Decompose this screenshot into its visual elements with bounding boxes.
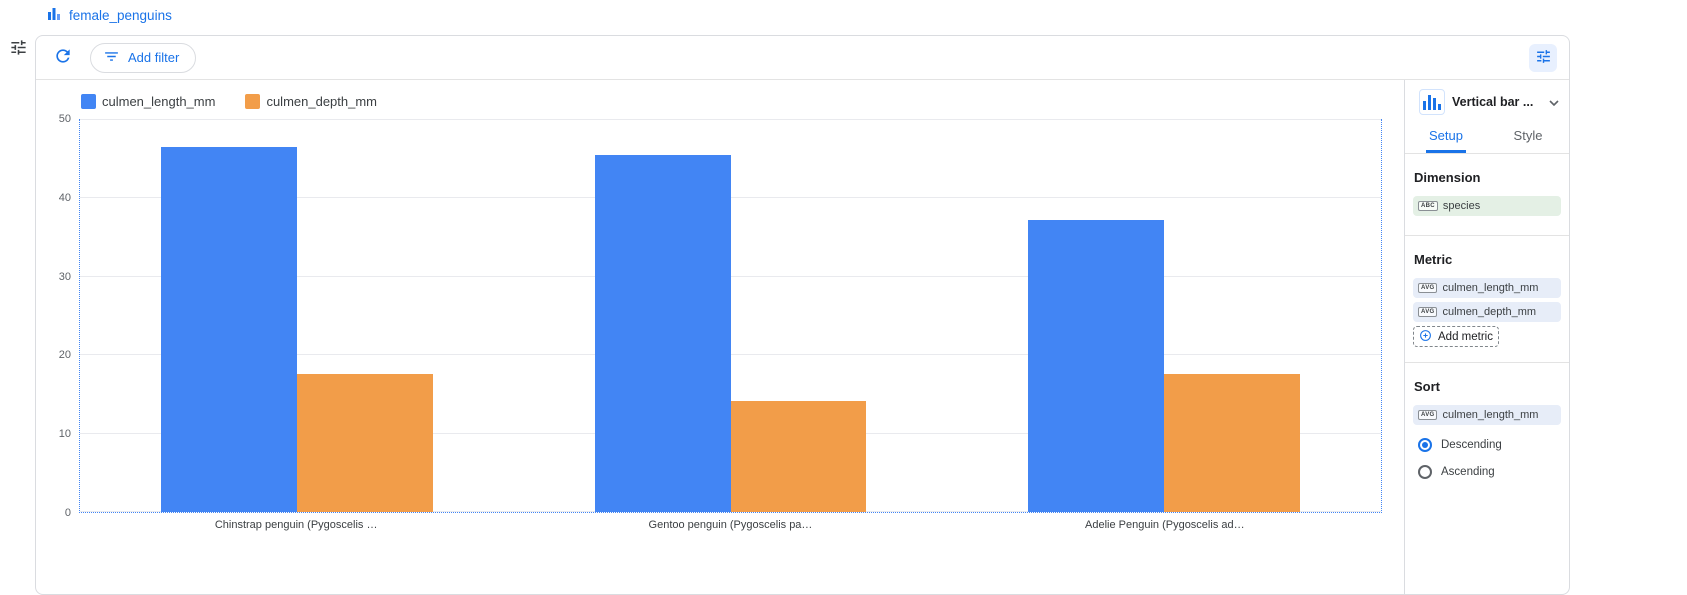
add-metric-label: Add metric bbox=[1438, 330, 1493, 343]
gridline bbox=[80, 354, 1381, 356]
legend: culmen_length_mm culmen_depth_mm bbox=[81, 93, 1404, 109]
x-axis: Chinstrap penguin (Pygoscelis … Gentoo pe… bbox=[36, 519, 1404, 531]
legend-label: culmen_depth_mm bbox=[266, 93, 378, 109]
metric-chip[interactable]: AVG culmen_depth_mm bbox=[1413, 302, 1561, 322]
tab-setup[interactable]: Setup bbox=[1405, 121, 1487, 153]
metric-chip-label: culmen_depth_mm bbox=[1442, 306, 1537, 318]
sort-ascending-option[interactable]: Ascending bbox=[1418, 465, 1560, 479]
sort-chip[interactable]: AVG culmen_length_mm bbox=[1413, 405, 1561, 425]
legend-swatch bbox=[245, 93, 261, 109]
chart-area: culmen_length_mm culmen_depth_mm 0 10 20 30… bbox=[36, 80, 1404, 594]
y-axis-label: 20 bbox=[58, 349, 71, 362]
plot-row: 0 10 20 30 40 50 bbox=[36, 113, 1404, 519]
chart-options-button[interactable] bbox=[1529, 43, 1557, 72]
gridline bbox=[80, 197, 1381, 199]
bar-culmen_depth_mm[interactable] bbox=[296, 374, 433, 512]
y-axis-label: 40 bbox=[58, 191, 71, 204]
metric-section: Metric AVG culmen_length_mm AVG culmen_d… bbox=[1405, 236, 1569, 363]
dimension-chip[interactable]: ABC species bbox=[1413, 196, 1561, 216]
page-title[interactable]: female_penguins bbox=[69, 7, 172, 23]
add-metric-button[interactable]: Add metric bbox=[1413, 326, 1499, 347]
abc-type-icon: ABC bbox=[1418, 201, 1438, 211]
bar-chart-icon bbox=[47, 6, 61, 25]
chart-type-label: Vertical bar ... bbox=[1452, 94, 1534, 109]
panel-tabs: Setup Style bbox=[1405, 121, 1569, 154]
plot-area bbox=[79, 119, 1382, 513]
refresh-icon bbox=[53, 46, 73, 69]
add-filter-label: Add filter bbox=[128, 50, 180, 65]
x-axis-label: Chinstrap penguin (Pygoscelis … bbox=[214, 519, 378, 531]
tab-style[interactable]: Style bbox=[1513, 128, 1543, 143]
bar-groups bbox=[80, 120, 1381, 512]
bar-culmen_length_mm[interactable] bbox=[161, 146, 297, 512]
chart-editor-card: Add filter culmen_length_mm culmen_depth… bbox=[35, 35, 1570, 595]
bar-group bbox=[80, 120, 514, 512]
radio-unselected-icon bbox=[1418, 465, 1432, 479]
x-axis-label: Gentoo penguin (Pygoscelis pa… bbox=[648, 519, 813, 531]
panel-toggle-button[interactable] bbox=[5, 36, 31, 62]
add-circle-icon bbox=[1419, 329, 1432, 345]
chevron-down-icon bbox=[1549, 93, 1559, 111]
topbar: female_penguins bbox=[0, 0, 1687, 30]
bar-culmen_length_mm[interactable] bbox=[1028, 219, 1165, 512]
dimension-section: Dimension ABC species bbox=[1405, 154, 1569, 236]
sort-section: Sort AVG culmen_length_mm Descending Asc… bbox=[1405, 363, 1569, 494]
sort-heading: Sort bbox=[1414, 379, 1440, 394]
sort-descending-label: Descending bbox=[1441, 439, 1502, 451]
chart-toolbar: Add filter bbox=[36, 36, 1569, 80]
metric-heading: Metric bbox=[1414, 252, 1453, 267]
bar-culmen_depth_mm[interactable] bbox=[1164, 374, 1300, 512]
legend-label: culmen_length_mm bbox=[102, 93, 216, 109]
sliders-icon bbox=[9, 38, 28, 60]
y-axis-label: 0 bbox=[64, 507, 71, 519]
bar-culmen_depth_mm[interactable] bbox=[730, 400, 867, 512]
legend-item: culmen_depth_mm bbox=[245, 93, 378, 109]
card-content: culmen_length_mm culmen_depth_mm 0 10 20 30… bbox=[36, 80, 1569, 594]
chart-type-selector[interactable]: Vertical bar ... bbox=[1405, 80, 1569, 121]
vertical-bar-chart-icon bbox=[1419, 88, 1445, 115]
refresh-button[interactable] bbox=[46, 41, 80, 75]
sort-ascending-label: Ascending bbox=[1441, 466, 1495, 478]
y-axis-label: 30 bbox=[58, 270, 71, 283]
y-axis-label: 10 bbox=[58, 428, 71, 441]
radio-selected-icon bbox=[1418, 438, 1432, 452]
dimension-chip-label: species bbox=[1442, 200, 1481, 212]
metric-chip[interactable]: AVG culmen_length_mm bbox=[1413, 278, 1561, 298]
gridline bbox=[80, 275, 1381, 277]
filter-icon bbox=[103, 48, 120, 68]
legend-swatch bbox=[81, 93, 96, 109]
sort-descending-option[interactable]: Descending bbox=[1418, 438, 1560, 452]
y-axis: 0 10 20 30 40 50 bbox=[36, 113, 79, 519]
dimension-heading: Dimension bbox=[1414, 170, 1481, 185]
bar-group bbox=[947, 120, 1381, 512]
add-filter-button[interactable]: Add filter bbox=[90, 42, 197, 73]
avg-aggregation-icon: AVG bbox=[1418, 307, 1438, 317]
tune-icon bbox=[1535, 48, 1552, 68]
bar-culmen_length_mm[interactable] bbox=[594, 154, 731, 512]
legend-item: culmen_length_mm bbox=[81, 93, 216, 109]
y-axis-label: 50 bbox=[58, 113, 71, 125]
avg-aggregation-icon: AVG bbox=[1418, 410, 1438, 420]
sort-chip-label: culmen_length_mm bbox=[1442, 409, 1539, 421]
bar-group bbox=[514, 120, 948, 512]
gridline bbox=[80, 119, 1381, 120]
metric-chip-label: culmen_length_mm bbox=[1442, 282, 1539, 294]
chart-settings-panel: Vertical bar ... Setup Style Dimension A… bbox=[1404, 80, 1569, 594]
x-axis-label: Adelie Penguin (Pygoscelis ad… bbox=[1085, 519, 1245, 531]
avg-aggregation-icon: AVG bbox=[1418, 283, 1438, 293]
